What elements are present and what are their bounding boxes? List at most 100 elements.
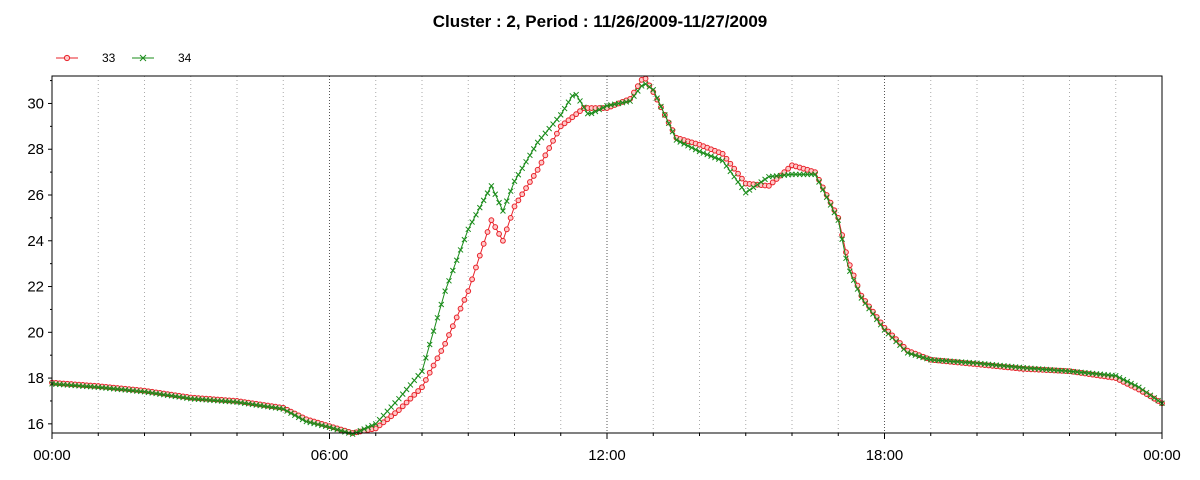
- x-tick-label: 00:00: [1143, 447, 1181, 464]
- data-point-34: [500, 208, 506, 214]
- data-point-34: [399, 391, 406, 397]
- data-point-34: [600, 104, 606, 111]
- data-point-33: [642, 75, 649, 82]
- data-point-33: [573, 111, 580, 118]
- data-point-33: [492, 224, 499, 230]
- data-point-34: [1132, 382, 1138, 389]
- data-point-33: [415, 388, 422, 394]
- data-point-33: [392, 410, 398, 417]
- data-point-34: [1139, 387, 1146, 393]
- data-point-34: [357, 427, 364, 434]
- data-point-34: [534, 139, 541, 146]
- data-point-34: [515, 171, 522, 178]
- legend-label-33: 33: [102, 51, 116, 65]
- data-point-33: [727, 160, 734, 167]
- data-point-34: [550, 121, 556, 127]
- data-point-33: [461, 296, 468, 303]
- data-point-34: [438, 301, 445, 308]
- data-point-34: [523, 158, 529, 165]
- data-point-34: [530, 145, 537, 152]
- data-point-33: [384, 416, 391, 423]
- x-tick-label: 12:00: [588, 447, 626, 464]
- data-point-34: [365, 424, 371, 431]
- data-point-34: [407, 382, 414, 388]
- data-point-33: [419, 384, 425, 391]
- data-point-34: [1155, 397, 1161, 404]
- data-point-34: [581, 104, 587, 111]
- data-point-33: [484, 229, 491, 235]
- data-point-33: [557, 123, 564, 130]
- data-point-34: [870, 311, 876, 317]
- data-point-34: [569, 92, 576, 99]
- data-point-34: [461, 236, 468, 243]
- data-point-34: [396, 395, 402, 402]
- data-point-34: [423, 355, 429, 361]
- data-point-34: [573, 91, 580, 98]
- data-point-34: [719, 157, 726, 164]
- data-point-34: [369, 422, 375, 429]
- data-point-34: [631, 93, 637, 99]
- data-point-34: [819, 186, 826, 193]
- legend-marker-34: [132, 54, 154, 62]
- data-point-34: [866, 305, 872, 312]
- data-point-34: [295, 414, 302, 421]
- data-point-33: [719, 150, 726, 157]
- data-point-33: [577, 108, 583, 114]
- data-point-33: [634, 83, 641, 90]
- y-tick-label: 20: [27, 324, 44, 341]
- data-point-34: [877, 321, 884, 328]
- data-point-34: [446, 277, 452, 284]
- data-point-33: [765, 182, 772, 189]
- data-point-33: [515, 197, 522, 204]
- x-tick-label: 18:00: [866, 447, 904, 464]
- data-point-34: [1147, 392, 1154, 399]
- data-point-34: [742, 189, 749, 196]
- data-point-34: [561, 105, 568, 112]
- chart-title: Cluster : 2, Period : 11/26/2009-11/27/2…: [432, 12, 768, 31]
- data-point-34: [646, 84, 653, 90]
- y-tick-label: 30: [27, 95, 44, 112]
- data-point-34: [688, 144, 695, 151]
- data-point-34: [862, 300, 869, 307]
- data-point-34: [812, 171, 818, 178]
- data-point-33: [399, 403, 406, 410]
- data-point-33: [523, 185, 529, 192]
- data-point-34: [843, 255, 849, 262]
- data-point-34: [476, 204, 483, 211]
- data-point-33: [785, 165, 792, 172]
- data-point-34: [1128, 380, 1135, 387]
- data-point-34: [1120, 376, 1127, 383]
- data-point-34: [681, 141, 687, 147]
- data-point-34: [846, 268, 853, 275]
- data-point-33: [534, 166, 541, 173]
- data-point-34: [669, 128, 676, 135]
- data-point-34: [484, 190, 491, 196]
- legend-label-34: 34: [178, 51, 192, 65]
- data-point-33: [519, 191, 526, 198]
- data-point-33: [388, 413, 395, 420]
- data-point-34: [1124, 378, 1131, 385]
- data-point-34: [727, 168, 734, 175]
- data-point-34: [577, 98, 583, 104]
- data-point-33: [411, 391, 418, 398]
- data-point-33: [769, 179, 776, 186]
- data-point-33: [735, 170, 741, 177]
- data-point-34: [731, 173, 738, 180]
- data-point-34: [434, 314, 441, 321]
- data-point-34: [403, 386, 410, 393]
- data-point-34: [673, 137, 680, 143]
- data-point-34: [715, 156, 722, 163]
- x-tick-label: 00:00: [33, 447, 71, 464]
- y-tick-label: 22: [27, 279, 44, 296]
- data-point-34: [538, 134, 545, 141]
- legend-marker-33: [56, 54, 78, 62]
- data-point-34: [665, 120, 672, 127]
- data-point-34: [284, 408, 290, 414]
- data-point-34: [642, 81, 649, 87]
- y-tick-label: 16: [27, 416, 44, 433]
- data-point-33: [430, 362, 437, 369]
- data-point-33: [449, 323, 456, 330]
- data-point-34: [750, 184, 757, 191]
- data-point-34: [415, 372, 421, 379]
- data-point-34: [712, 154, 718, 161]
